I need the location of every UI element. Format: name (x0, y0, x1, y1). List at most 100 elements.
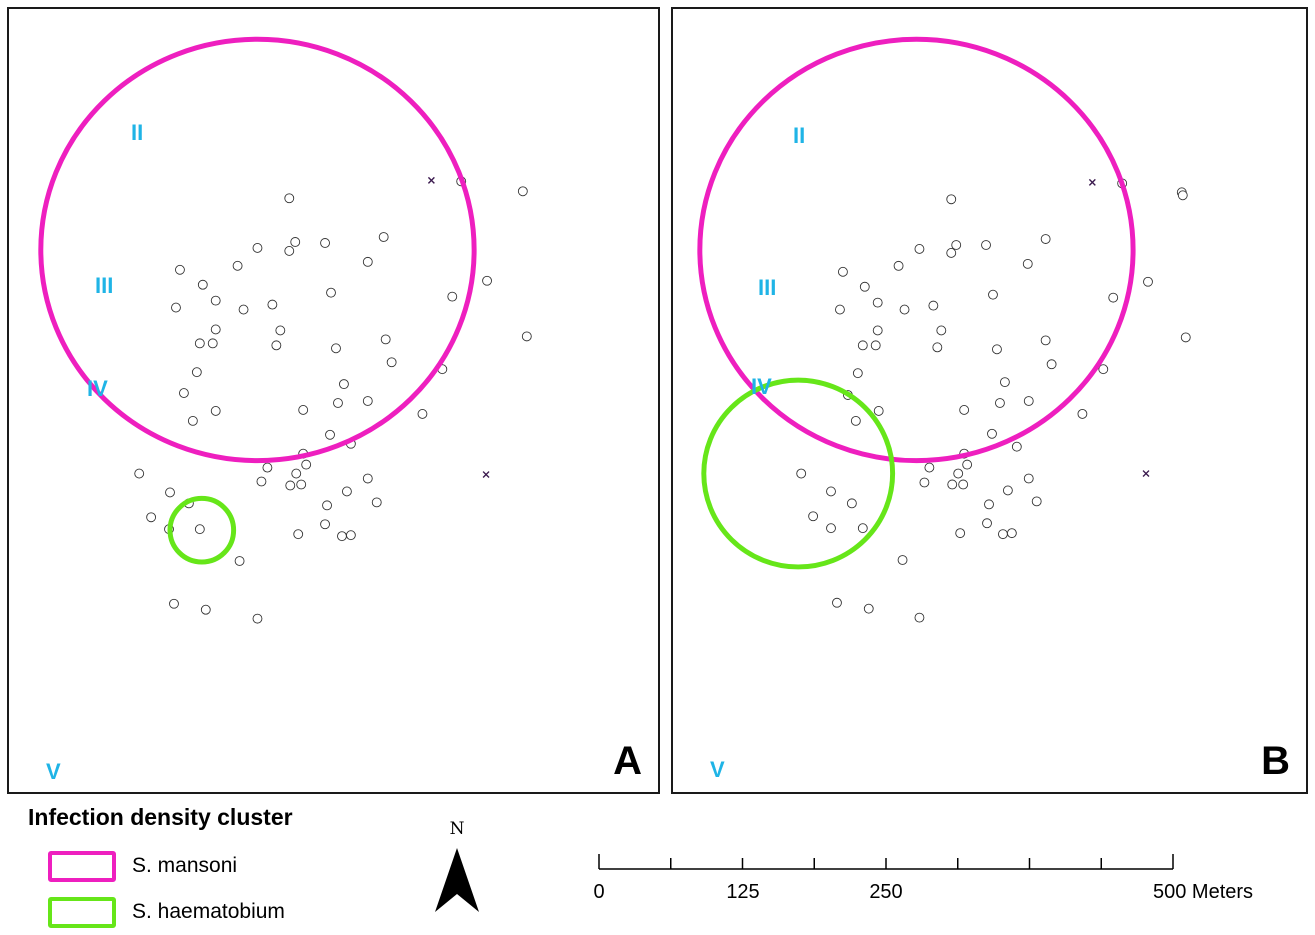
map-canvas-b (697, 36, 1191, 623)
cross-marker (1142, 470, 1150, 478)
zone-label-ii: II (131, 120, 144, 145)
household-point (1177, 190, 1188, 201)
household-point (301, 459, 312, 470)
household-point (955, 528, 966, 539)
household-point (378, 232, 389, 242)
household-point (285, 480, 296, 491)
household-point (232, 260, 243, 271)
household-point (981, 240, 991, 250)
household-point (134, 468, 145, 479)
household-point (1046, 359, 1057, 370)
household-point (863, 603, 874, 614)
legend-label-haematobium: S. haematobium (132, 900, 285, 923)
household-point (850, 415, 861, 426)
household-point (341, 486, 352, 497)
zone-label-iv: IV (751, 374, 772, 399)
household-point (1143, 276, 1153, 287)
household-point (914, 612, 925, 623)
household-point (320, 519, 330, 530)
haematobium-cluster-circle (167, 495, 237, 565)
household-point (322, 500, 332, 511)
map-panel-a: II III IV V A (7, 7, 660, 794)
scale-bar-ticks (598, 854, 1174, 869)
household-point (988, 289, 998, 300)
household-point (482, 275, 492, 286)
household-point (200, 604, 211, 615)
household-point (987, 428, 997, 439)
household-point (857, 340, 868, 351)
legend-swatch-haematobium (48, 897, 116, 928)
household-point (362, 256, 373, 267)
household-point (984, 499, 994, 510)
household-point (191, 367, 202, 378)
household-point (846, 498, 857, 509)
household-point (897, 555, 908, 565)
household-point (872, 325, 883, 336)
household-point (796, 468, 807, 479)
household-point (386, 357, 397, 368)
mansoni-cluster-circle (697, 36, 1136, 464)
scale-bar: 0 125 250 500 Meters (593, 854, 1253, 903)
household-point (870, 340, 881, 351)
household-point (271, 340, 282, 351)
legend-item-haematobium: S. haematobium (46, 895, 326, 935)
household-point (417, 408, 428, 419)
household-point (832, 597, 842, 608)
household-point (521, 331, 532, 342)
household-point (962, 459, 973, 470)
household-point (1002, 485, 1013, 496)
scale-label-250: 250 (869, 881, 902, 903)
mansoni-cluster-circle (38, 36, 477, 464)
household-point (859, 281, 870, 292)
north-arrow-icon: N (435, 819, 479, 912)
household-point (1040, 234, 1051, 244)
household-point (995, 398, 1005, 408)
household-point (362, 396, 373, 406)
household-point (371, 497, 382, 508)
household-point (210, 324, 221, 335)
household-point (999, 377, 1010, 388)
household-point (275, 325, 286, 336)
cross-marker (427, 176, 435, 184)
zone-label-v: V (46, 759, 61, 784)
household-point (872, 297, 883, 308)
household-point (1023, 473, 1034, 484)
legend-swatch-mansoni (48, 851, 116, 882)
household-point (928, 300, 939, 311)
scale-label-0: 0 (593, 881, 604, 903)
zone-label-iii: III (95, 273, 114, 298)
household-point (808, 511, 819, 522)
household-point (296, 479, 307, 490)
household-point (899, 304, 910, 315)
household-point (947, 479, 958, 490)
map-panel-b: II III IV V B (671, 7, 1308, 794)
household-point (447, 291, 458, 302)
household-point (1180, 332, 1191, 343)
household-points (796, 178, 1191, 623)
household-point (362, 473, 373, 484)
household-point (997, 529, 1008, 540)
household-point (210, 295, 221, 306)
household-point (873, 406, 884, 416)
household-point (187, 415, 198, 426)
household-point (284, 193, 295, 204)
household-point (252, 613, 263, 624)
zone-label-iii: III (758, 275, 777, 300)
household-point (165, 487, 175, 498)
household-point (333, 398, 343, 408)
household-point (197, 279, 208, 290)
household-point (320, 238, 330, 248)
north-arrow-shape (435, 848, 479, 912)
household-point (1023, 396, 1034, 406)
household-point (924, 462, 935, 473)
scale-label-500: 500 Meters (1153, 881, 1253, 903)
household-point (331, 343, 341, 354)
household-point (179, 388, 189, 398)
household-point (325, 429, 335, 440)
household-point (857, 523, 868, 534)
household-point (1040, 335, 1051, 346)
zone-label-iv: IV (87, 376, 108, 401)
household-point (337, 531, 347, 542)
household-point (838, 266, 848, 277)
household-point (298, 405, 309, 415)
